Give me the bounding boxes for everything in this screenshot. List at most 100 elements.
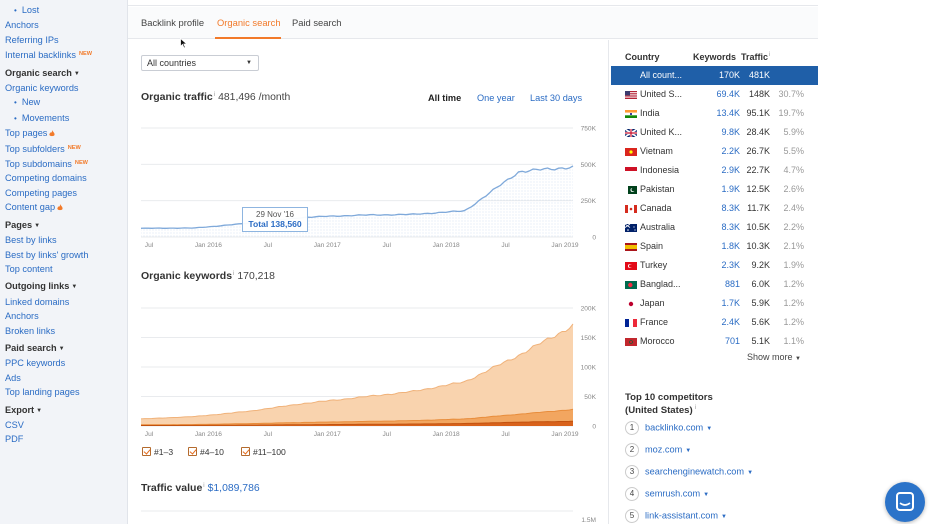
table-row[interactable]: Morocco 701 5.1K 1.1%	[611, 332, 818, 351]
sidebar-item-content-gap[interactable]: Content gap	[5, 200, 127, 214]
sidebar-head-organic-search[interactable]: Organic search ▼	[5, 67, 80, 78]
show-more-button[interactable]: Show more ▼	[747, 352, 801, 362]
cell-traffic: 22.7K	[746, 165, 770, 175]
competitor-link[interactable]: searchenginewatch.com	[645, 466, 745, 477]
sidebar-item-top-content[interactable]: Top content	[5, 263, 53, 274]
active-tab-indicator	[215, 37, 281, 39]
sidebar-item-best-by-links-growth[interactable]: Best by links' growth	[5, 249, 89, 260]
range-one-year[interactable]: One year	[477, 93, 515, 103]
sidebar-item-new[interactable]: New	[5, 95, 127, 110]
cell-keywords[interactable]: 1.7K	[721, 298, 740, 308]
sidebar-item-organic-keywords[interactable]: Organic keywords	[5, 83, 79, 94]
sidebar-item-anchors[interactable]: Anchors	[5, 311, 39, 322]
legend-4-10[interactable]: #4–10	[188, 447, 224, 457]
range-last-30-days[interactable]: Last 30 days	[530, 93, 583, 103]
table-row[interactable]: Australia 8.3K 10.5K 2.2%	[611, 218, 818, 237]
col-header-keywords[interactable]: Keywords	[693, 52, 737, 62]
sidebar-head-export[interactable]: Export ▼	[5, 404, 43, 415]
cell-keywords[interactable]: 69.4K	[716, 89, 740, 99]
flag-pk-icon	[625, 186, 637, 194]
keywords-line-series-0	[140, 323, 574, 420]
export-csv-link[interactable]: CSV	[5, 419, 24, 430]
sidebar-item-ppc-keywords[interactable]: PPC keywords	[5, 358, 66, 369]
cell-pct: 5.5%	[783, 146, 804, 156]
cell-keywords[interactable]: 2.3K	[721, 260, 740, 270]
keywords-y-tick: 100K	[581, 365, 597, 372]
sidebar-head-pages[interactable]: Pages ▼	[5, 219, 41, 230]
cell-keywords[interactable]: 881	[724, 279, 740, 289]
tab-paid-search[interactable]: Paid search	[292, 17, 342, 28]
cell-keywords[interactable]: 13.4K	[716, 108, 740, 118]
legend-11-100[interactable]: #11–100	[241, 447, 286, 457]
competitor-link[interactable]: semrush.com	[645, 488, 701, 499]
cell-keywords[interactable]: 9.8K	[721, 127, 740, 137]
competitor-link[interactable]: link-assistant.com	[645, 510, 719, 521]
cell-keywords[interactable]: 8.3K	[721, 222, 740, 232]
sidebar-item-broken-links[interactable]: Broken links	[5, 325, 56, 336]
organic-keywords-chart[interactable]: 200K 150K 100K 50K 0 Jul Jan 2016 Jul Jan 2017 Ju…	[128, 298, 609, 444]
table-row[interactable]: Indonesia 2.9K 22.7K 4.7%	[611, 161, 818, 180]
sidebar-item-competing-domains[interactable]: Competing domains	[5, 173, 87, 184]
table-row[interactable]: Japan 1.7K 5.9K 1.2%	[611, 294, 818, 313]
table-row[interactable]: Canada 8.3K 11.7K 2.4%	[611, 199, 818, 218]
table-row[interactable]: United K... 9.8K 28.4K 5.9%	[611, 123, 818, 142]
table-row[interactable]: Pakistan 1.9K 12.5K 2.6%	[611, 180, 818, 199]
table-row[interactable]: All count... 170K 481K	[611, 66, 818, 85]
col-header-country[interactable]: Country	[625, 52, 660, 62]
cell-keywords[interactable]: 2.2K	[721, 146, 740, 156]
sidebar-item-referring-ips[interactable]: Referring IPs	[5, 34, 59, 45]
table-row[interactable]: France 2.4K 5.6K 1.2%	[611, 313, 818, 332]
traffic-x-tick: Jan 2018	[433, 242, 460, 249]
table-row[interactable]: Banglad... 881 6.0K 1.2%	[611, 275, 818, 294]
table-row[interactable]: United S... 69.4K 148K 30.7%	[611, 85, 818, 104]
keywords-y-tick: 0	[592, 424, 596, 431]
table-row[interactable]: India 13.4K 95.1K 19.7%	[611, 104, 818, 123]
sidebar-head-paid-search[interactable]: Paid search ▼	[5, 342, 65, 353]
sidebar-item-best-by-links[interactable]: Best by links	[5, 235, 57, 246]
competitor-link[interactable]: moz.com	[645, 444, 683, 455]
keywords-x-tick: Jan 2016	[195, 431, 222, 438]
table-row[interactable]: Turkey 2.3K 9.2K 1.9%	[611, 256, 818, 275]
rank-badge: 1	[625, 421, 639, 435]
col-header-traffic[interactable]: Traffici	[741, 52, 771, 62]
cell-keywords[interactable]: 1.8K	[721, 241, 740, 251]
sidebar-item-top-subfolders[interactable]: Top subfolders NEW	[5, 141, 127, 156]
sidebar-head-outgoing-links[interactable]: Outgoing links ▼	[5, 281, 78, 292]
country-select[interactable]: All countries ▼	[141, 55, 259, 71]
cell-keywords[interactable]: 170K	[718, 70, 740, 80]
chat-icon	[896, 492, 914, 511]
sidebar-item-ads[interactable]: Ads	[5, 372, 21, 383]
cell-keywords[interactable]: 701	[724, 336, 740, 346]
cell-keywords[interactable]: 8.3K	[721, 203, 740, 213]
competitor-link[interactable]: backlinko.com	[645, 422, 704, 433]
competitors-title: Top 10 competitors (United States) i	[625, 392, 713, 416]
organic-traffic-chart[interactable]: 750K 500K 250K 0 Jul Jan 2016 Jul Jan 2017 Jul Ja…	[128, 118, 609, 254]
export-pdf-link[interactable]: PDF	[5, 434, 24, 445]
sidebar-item-competing-pages[interactable]: Competing pages	[5, 187, 78, 198]
flag-ma-icon	[625, 338, 637, 346]
tab-organic-search[interactable]: Organic search	[217, 17, 281, 28]
cell-keywords[interactable]: 2.4K	[721, 317, 740, 327]
cell-keywords[interactable]: 2.9K	[721, 165, 740, 175]
sidebar-item-movements[interactable]: Movements	[5, 111, 127, 126]
sidebar-item-lost[interactable]: Lost	[5, 3, 127, 18]
sidebar-item-internal-backlinks[interactable]: Internal backlinks NEW	[5, 47, 127, 62]
cell-keywords[interactable]: 1.9K	[721, 184, 740, 194]
sidebar-item-top-landing-pages[interactable]: Top landing pages	[5, 387, 80, 398]
sidebar-item-top-subdomains[interactable]: Top subdomains NEW	[5, 156, 127, 171]
table-row[interactable]: Spain 1.8K 10.3K 2.1%	[611, 237, 818, 256]
sidebar-item-top-pages[interactable]: Top pages	[5, 126, 127, 140]
cell-pct: 1.2%	[783, 279, 804, 289]
keywords-x-tick: Jan 2018	[433, 431, 460, 438]
chat-button[interactable]	[885, 482, 925, 522]
traffic-x-tick: Jul	[501, 242, 510, 249]
table-row[interactable]: Vietnam 2.2K 26.7K 5.5%	[611, 142, 818, 161]
sidebar-item-linked-domains[interactable]: Linked domains	[5, 296, 70, 307]
legend-1-3[interactable]: #1–3	[142, 447, 173, 457]
cell-country: Banglad...	[640, 279, 681, 289]
traffic-x-tick: Jul	[145, 242, 154, 249]
range-all-time[interactable]: All time	[428, 93, 462, 103]
tab-backlink-profile[interactable]: Backlink profile	[141, 17, 205, 28]
organic-traffic-value: 481,496 /month	[218, 92, 291, 103]
sidebar-item-anchors-top[interactable]: Anchors	[5, 20, 39, 31]
